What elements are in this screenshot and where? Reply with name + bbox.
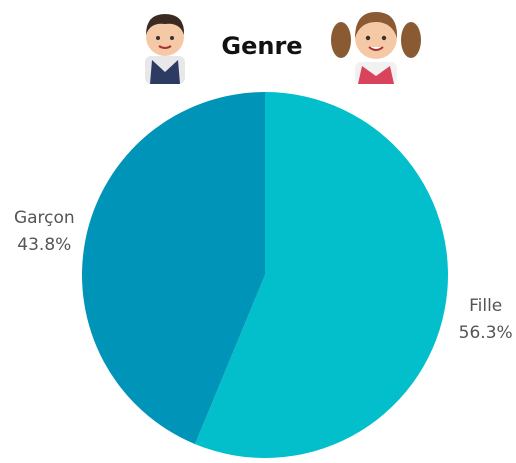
girl-icon xyxy=(331,12,421,84)
pie-slice xyxy=(195,92,449,458)
slice-label: Fille xyxy=(469,296,502,316)
chart-title: Genre xyxy=(221,32,302,60)
pie-slice xyxy=(82,92,265,445)
slice-label: Garçon xyxy=(14,208,75,228)
slice-value-label: 56.3% xyxy=(459,323,513,343)
slice-value-label: 43.8% xyxy=(17,235,71,255)
boy-icon xyxy=(145,14,185,84)
